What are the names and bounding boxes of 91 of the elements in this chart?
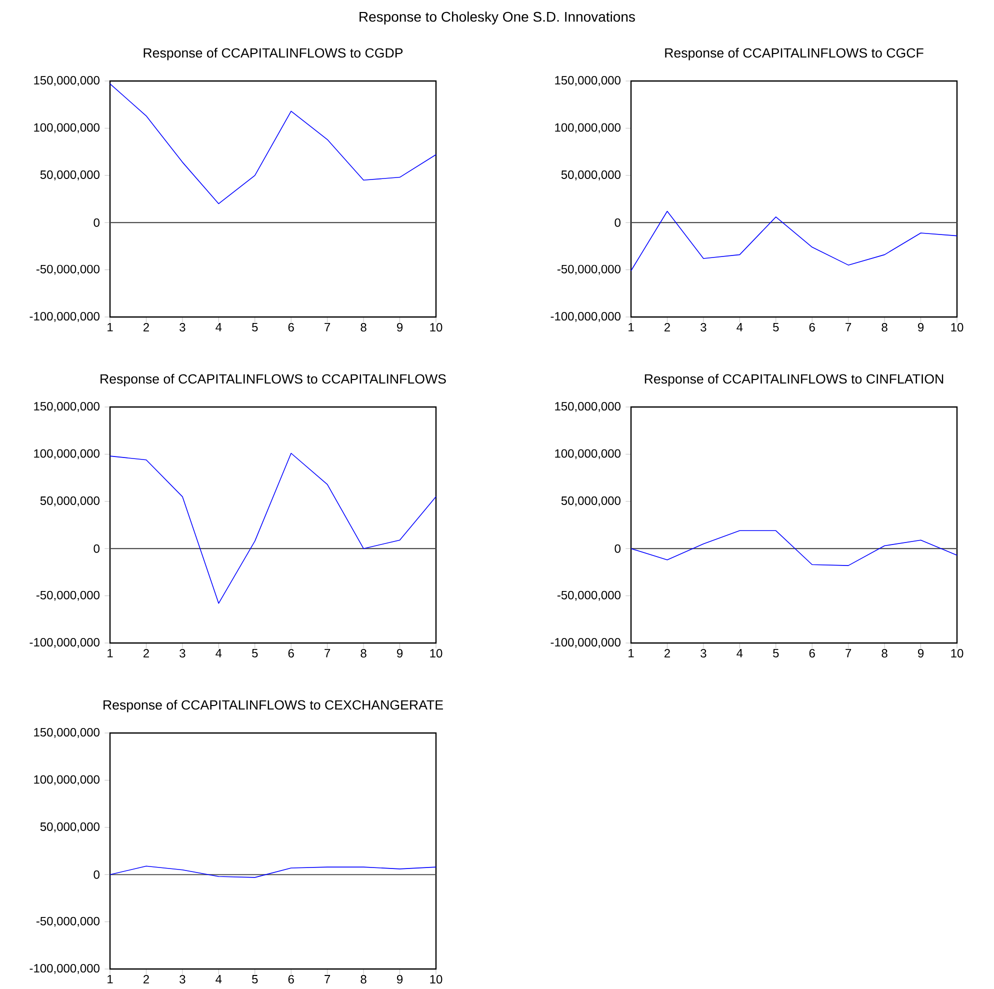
x-tick-label: 9: [918, 323, 924, 332]
x-tick-label: 5: [252, 323, 258, 332]
x-tick-label: 5: [773, 323, 779, 332]
x-tick-label: 6: [809, 323, 815, 332]
x-tick-label: 3: [180, 649, 186, 658]
y-tick-label: 50,000,000: [40, 822, 100, 832]
x-tick-label: 10: [430, 323, 442, 332]
x-tick-label: 4: [736, 323, 743, 332]
x-tick-label: 1: [628, 323, 634, 332]
y-tick-label: 50,000,000: [561, 170, 620, 180]
x-tick-label: 1: [628, 649, 634, 658]
x-tick-label: 2: [664, 323, 670, 332]
y-tick-label: 150,000,000: [34, 402, 100, 412]
line-series: [110, 83, 436, 204]
x-tick-label: 7: [846, 649, 852, 658]
y-tick-label: 150,000,000: [555, 76, 620, 86]
x-tick-label: 10: [951, 323, 964, 332]
x-tick-label: 10: [430, 975, 442, 984]
y-tick-label: -50,000,000: [36, 916, 100, 927]
x-tick-label: 7: [324, 649, 330, 658]
x-tick-label: 7: [324, 323, 330, 332]
x-tick-label: 2: [143, 975, 149, 984]
line-series: [630, 530, 958, 566]
x-tick-label: 1: [108, 975, 113, 984]
x-tick-label: 3: [180, 975, 186, 984]
x-tick-label: 3: [700, 649, 706, 658]
x-tick-label: 6: [809, 649, 815, 658]
y-tick-label: 0: [94, 870, 100, 879]
chart-title: Response of CCAPITALINFLOWS to CCAPITALINFLOWS: [100, 374, 446, 386]
y-tick-label: -100,000,000: [30, 638, 100, 648]
line-series: [110, 452, 436, 604]
x-tick-label: 4: [216, 323, 222, 332]
x-tick-label: 7: [846, 323, 852, 332]
x-tick-label: 9: [396, 649, 403, 658]
y-tick-label: 0: [94, 218, 100, 227]
x-tick-label: 2: [143, 323, 149, 332]
x-tick-label: 9: [918, 649, 924, 658]
y-tick-label: 50,000,000: [40, 170, 100, 180]
y-tick-label: 100,000,000: [34, 775, 100, 786]
x-tick-label: 4: [216, 975, 222, 984]
x-tick-label: 8: [360, 323, 366, 332]
y-tick-label: 100,000,000: [555, 449, 620, 460]
x-tick-label: 6: [288, 975, 294, 984]
x-tick-label: 5: [252, 975, 258, 984]
y-tick-label: -50,000,000: [36, 590, 100, 601]
y-tick-label: -100,000,000: [550, 312, 620, 322]
x-tick-label: 5: [773, 649, 779, 658]
y-tick-label: 100,000,000: [34, 449, 100, 460]
y-tick-label: 150,000,000: [34, 728, 100, 738]
x-tick-label: 10: [951, 649, 964, 658]
line-series: [110, 866, 436, 878]
y-tick-label: 150,000,000: [34, 76, 100, 86]
x-tick-label: 8: [360, 649, 366, 658]
x-tick-label: 7: [324, 975, 330, 984]
x-tick-label: 6: [288, 323, 294, 332]
x-tick-label: 2: [664, 649, 670, 658]
x-tick-label: 8: [360, 975, 366, 984]
x-tick-label: 8: [882, 649, 888, 658]
x-tick-label: 10: [430, 649, 442, 658]
x-tick-label: 4: [216, 649, 222, 658]
x-tick-label: 1: [108, 323, 113, 332]
y-tick-label: -50,000,000: [36, 264, 100, 275]
x-tick-label: 5: [252, 649, 258, 658]
chart-title: Response of CCAPITALINFLOWS to CINFLATION: [644, 374, 944, 386]
y-tick-label: 50,000,000: [40, 496, 100, 506]
y-tick-label: -100,000,000: [30, 312, 100, 322]
y-tick-label: 0: [614, 218, 620, 227]
y-tick-label: -100,000,000: [550, 638, 620, 648]
line-series: [630, 210, 958, 272]
text: Response to Cholesky One S.D. Innovations: [360, 11, 635, 25]
x-tick-label: 9: [396, 323, 403, 332]
x-tick-label: 3: [700, 323, 706, 332]
x-tick-label: 6: [288, 649, 294, 658]
y-tick-label: 0: [94, 544, 100, 553]
y-tick-label: 150,000,000: [555, 402, 620, 412]
chart-title: Response of CCAPITALINFLOWS to CEXCHANGERATE: [104, 700, 443, 712]
y-tick-label: 100,000,000: [34, 123, 100, 134]
x-tick-label: 9: [396, 975, 403, 984]
chart-title: Response of CCAPITALINFLOWS to CGDP: [144, 48, 403, 60]
x-tick-label: 2: [143, 649, 149, 658]
x-tick-label: 1: [108, 649, 113, 658]
y-tick-label: 100,000,000: [555, 123, 620, 134]
y-tick-label: -50,000,000: [557, 590, 620, 601]
x-tick-label: 8: [882, 323, 888, 332]
y-tick-label: -100,000,000: [30, 964, 100, 974]
y-tick-label: 0: [614, 544, 620, 553]
x-tick-label: 3: [180, 323, 186, 332]
x-tick-label: 4: [736, 649, 743, 658]
y-tick-label: -50,000,000: [557, 264, 620, 275]
y-tick-label: 50,000,000: [561, 496, 620, 506]
chart-title: Response of CCAPITALINFLOWS to CGCF: [665, 48, 924, 60]
